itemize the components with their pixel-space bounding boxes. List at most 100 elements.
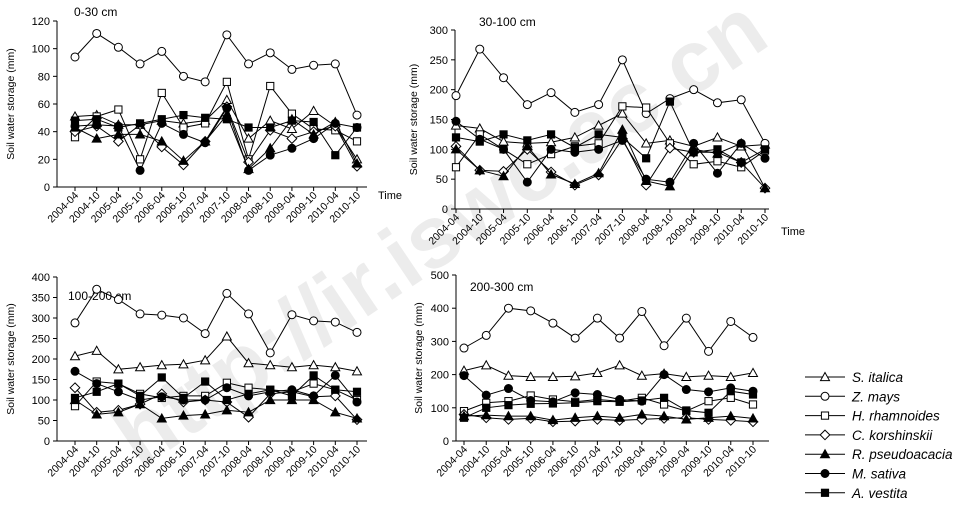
- data-point: [704, 387, 714, 397]
- legend-item-c-korshinskii: C. korshinskii: [805, 428, 933, 443]
- data-point: [689, 85, 699, 95]
- data-point: [451, 91, 461, 101]
- data-point: [113, 42, 123, 52]
- data-point: [569, 370, 581, 381]
- data-point: [135, 59, 145, 69]
- data-point: [243, 133, 254, 143]
- data-point: [308, 105, 319, 116]
- data-point: [618, 133, 627, 142]
- data-point: [614, 412, 625, 422]
- data-point: [545, 168, 557, 179]
- legend-item-r-pseudoacacia: R. pseudoacacia: [805, 447, 953, 462]
- data-point: [351, 157, 363, 168]
- data-point: [309, 391, 319, 401]
- data-point: [474, 164, 486, 175]
- data-point: [309, 379, 318, 388]
- data-point: [352, 137, 362, 146]
- legend-marker: [819, 371, 831, 382]
- data-point: [617, 124, 628, 134]
- data-point: [264, 359, 276, 370]
- data-point: [113, 128, 124, 139]
- legend-label: S. italica: [852, 370, 904, 385]
- legend-label: A. vestita: [851, 486, 908, 501]
- data-point: [747, 367, 759, 378]
- y-tick-label: 200: [430, 85, 448, 97]
- panel-title: 200-300 cm: [470, 280, 533, 294]
- data-point: [760, 153, 770, 163]
- data-point: [523, 160, 532, 169]
- y-tick-label: 0: [44, 182, 50, 194]
- data-point: [222, 103, 232, 113]
- data-point: [658, 410, 670, 421]
- data-point: [157, 46, 167, 56]
- data-point: [264, 394, 276, 405]
- data-point: [201, 113, 210, 122]
- y-tick-label: 0: [442, 204, 448, 216]
- data-point: [713, 157, 722, 166]
- data-point: [352, 397, 362, 407]
- data-point: [525, 371, 537, 382]
- data-point: [759, 182, 771, 193]
- data-point: [201, 377, 210, 386]
- data-point: [451, 133, 461, 142]
- data-point: [664, 142, 676, 154]
- series-a-vestita: [70, 371, 362, 405]
- series-line: [455, 112, 766, 147]
- y-tick-label: 0: [44, 436, 50, 448]
- series-z-mays: [459, 303, 758, 356]
- data-point: [265, 48, 275, 58]
- data-point: [689, 148, 698, 157]
- data-point: [309, 117, 318, 127]
- y-tick-label: 100: [430, 144, 448, 156]
- data-point: [659, 393, 669, 402]
- data-point: [244, 123, 253, 132]
- data-point: [617, 108, 628, 118]
- data-point: [503, 370, 514, 380]
- data-point: [112, 135, 124, 147]
- data-point: [614, 359, 625, 370]
- data-point: [135, 155, 145, 164]
- data-point: [243, 406, 254, 417]
- data-point: [286, 133, 298, 145]
- series-line: [74, 399, 358, 419]
- data-point: [330, 317, 340, 327]
- data-point: [680, 371, 692, 382]
- data-point: [499, 130, 508, 139]
- data-point: [459, 343, 469, 353]
- data-point: [92, 387, 101, 396]
- data-point: [681, 385, 691, 395]
- series-line: [455, 120, 766, 184]
- data-point: [548, 399, 558, 408]
- series-line: [463, 307, 754, 353]
- series-a-vestita: [70, 110, 362, 160]
- data-point: [178, 410, 189, 420]
- data-point: [571, 398, 580, 407]
- legend-item-z-mays: Z. mays: [805, 389, 900, 404]
- data-point: [266, 81, 275, 91]
- data-point: [547, 414, 559, 425]
- data-point: [704, 346, 714, 356]
- series-line: [463, 413, 754, 421]
- series-z-mays: [70, 28, 362, 120]
- data-point: [592, 410, 603, 421]
- data-point: [725, 371, 737, 382]
- data-point: [114, 105, 123, 114]
- data-point: [593, 167, 604, 178]
- legend-item-a-vestita: A. vestita: [805, 486, 908, 501]
- data-point: [308, 359, 319, 370]
- data-point: [92, 379, 102, 389]
- data-point: [615, 397, 624, 406]
- data-point: [69, 350, 81, 361]
- data-point: [570, 143, 579, 152]
- series-a-vestita: [451, 97, 770, 167]
- data-point: [659, 341, 669, 351]
- data-point: [748, 400, 758, 409]
- data-point: [114, 379, 123, 388]
- data-point: [135, 391, 145, 400]
- data-point: [114, 123, 123, 132]
- data-point: [221, 330, 233, 341]
- data-point: [351, 365, 363, 376]
- data-point: [331, 385, 340, 394]
- data-point: [592, 367, 603, 378]
- data-point: [640, 137, 652, 148]
